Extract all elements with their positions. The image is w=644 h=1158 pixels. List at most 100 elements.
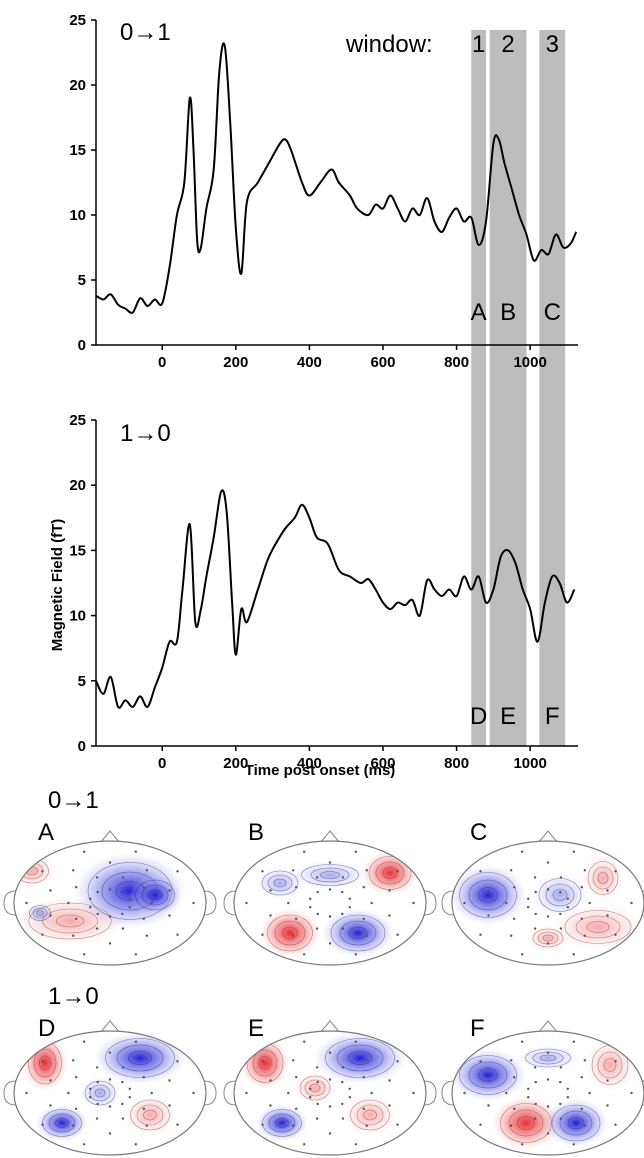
- sensor-dot: [121, 876, 125, 879]
- contour-line: [128, 1051, 152, 1065]
- sensor-dot: [89, 897, 92, 900]
- sensor-dot: [580, 886, 583, 889]
- contour-line: [130, 1099, 170, 1131]
- x-tick-label: 800: [444, 755, 469, 772]
- head-ear-right: [423, 1080, 437, 1106]
- sensor-dot: [412, 901, 415, 905]
- sensor-dot: [559, 927, 563, 930]
- window-bands: [471, 420, 566, 746]
- negative-field-region: [322, 909, 394, 957]
- window-bands: [471, 30, 566, 420]
- chart-panel-0-to-1: 0 5 10 15 20 25 0 200 400 600 800 1000 0→1 window:…: [69, 12, 578, 420]
- sensor-dot: [176, 870, 179, 873]
- sensor-dot: [261, 1060, 264, 1063]
- sensor-dot: [315, 1066, 319, 1069]
- x-tick-label: 1000: [513, 755, 546, 772]
- y-ticks: 0 5 10 15 20 25: [69, 12, 96, 354]
- sensor-dot: [583, 1124, 586, 1127]
- negative-field-region: [36, 1105, 88, 1141]
- condition-label: 0→1: [120, 19, 171, 46]
- windows-label: window:: [345, 31, 433, 58]
- sensor-dot: [96, 890, 99, 894]
- contour-line: [564, 910, 632, 944]
- y-tick-label: 20: [69, 477, 86, 494]
- contour-line: [267, 874, 293, 892]
- sensor-dot: [583, 934, 586, 937]
- sensor-dot: [95, 1066, 99, 1069]
- sensor-dot: [261, 933, 264, 936]
- head-outline: [451, 1030, 644, 1156]
- sensor-dot: [370, 1091, 373, 1095]
- contour-line: [348, 1051, 372, 1065]
- sensor-dot: [630, 1091, 633, 1095]
- positive-field-region: [23, 1035, 67, 1091]
- sensor-dot: [121, 1066, 125, 1069]
- sensor-dot: [328, 1132, 332, 1135]
- condition-label: 1→0: [120, 420, 171, 447]
- sensor-dot: [521, 850, 524, 853]
- topo-label: F: [470, 1015, 485, 1042]
- sensor-dot: [583, 869, 586, 872]
- sensor-dot: [95, 876, 99, 879]
- sensor-dot: [315, 927, 319, 930]
- sensor-dot: [341, 1066, 345, 1069]
- sensor-dot: [559, 1080, 562, 1084]
- sensor-dot: [328, 888, 332, 891]
- sensor-dot: [49, 914, 52, 917]
- sensor-dot: [72, 1124, 75, 1127]
- topo-group-label-0-to-1: 0→1: [48, 787, 99, 814]
- x-tick-label: 400: [297, 354, 322, 371]
- contour-line: [258, 1056, 272, 1070]
- contour-line: [136, 1104, 164, 1126]
- sensor-dot: [96, 1102, 99, 1106]
- contour-line: [84, 1080, 116, 1106]
- sensor-dot: [559, 912, 562, 916]
- contour-line: [559, 1110, 593, 1136]
- trace-line-0-to-1: [95, 42, 578, 314]
- sensor-dot: [261, 1123, 264, 1126]
- sensor-dot: [328, 915, 332, 918]
- sensor-dot: [75, 886, 78, 889]
- sensor-dot: [121, 890, 124, 894]
- sensor-dot: [572, 953, 575, 956]
- contour-line: [525, 1048, 571, 1068]
- sensor-dot: [176, 1123, 179, 1126]
- sensor-dot: [588, 1091, 591, 1095]
- positive-field-region: [554, 905, 642, 949]
- sensor-dot: [533, 1066, 537, 1069]
- sensor-dot: [72, 1059, 75, 1062]
- sensor-dot: [108, 861, 112, 864]
- sensor-dot: [295, 886, 298, 889]
- contour-line: [274, 920, 306, 946]
- sensor-dot: [176, 1060, 179, 1063]
- sensor-dot: [527, 897, 530, 900]
- contour-line: [339, 920, 377, 946]
- sensor-dot: [25, 901, 28, 905]
- topo-label: A: [38, 819, 54, 846]
- sensor-dot: [108, 1132, 112, 1135]
- sensor-dot: [396, 1060, 399, 1063]
- contour-line: [382, 867, 398, 879]
- contour-line: [538, 878, 582, 912]
- sensor-dot: [168, 1104, 171, 1107]
- sensor-dot: [362, 886, 365, 889]
- sensor-dot: [534, 912, 537, 916]
- sensor-dot: [316, 890, 319, 894]
- topo-map-D: D: [3, 1015, 217, 1156]
- sensor-dot: [41, 1060, 44, 1063]
- contour-line: [459, 1055, 517, 1095]
- sensor-dot: [614, 933, 617, 936]
- sensor-dot: [128, 1087, 131, 1091]
- sensor-dot: [559, 1117, 563, 1120]
- positive-field-region: [492, 1097, 560, 1149]
- sensor-dot: [95, 1117, 99, 1120]
- sensor-dot: [121, 1117, 125, 1120]
- contour-line: [363, 1109, 377, 1121]
- sensor-dot: [546, 861, 550, 864]
- x-ticks: 0 200 400 600 800 1000: [158, 345, 547, 371]
- sensor-dot: [303, 1040, 306, 1043]
- contour-line: [336, 1044, 384, 1072]
- sensor-dot: [96, 1080, 99, 1084]
